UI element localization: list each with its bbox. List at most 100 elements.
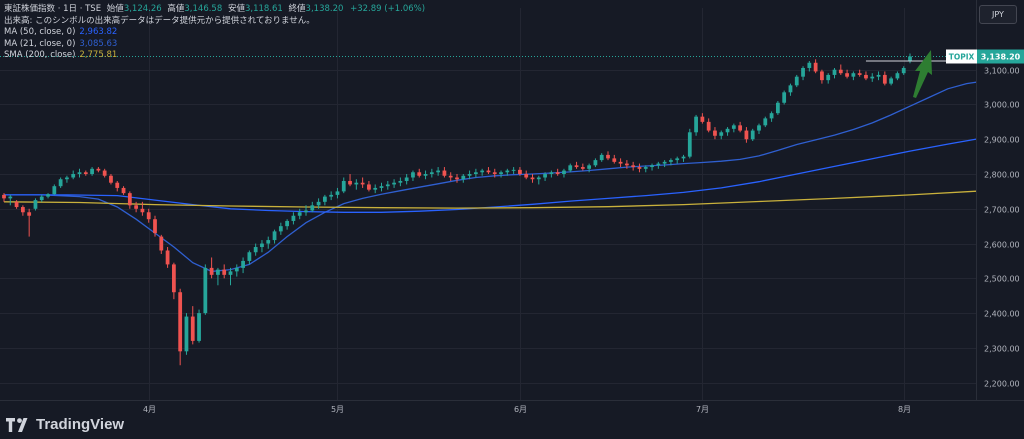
- candle-body: [2, 194, 6, 199]
- candle-body: [857, 73, 862, 75]
- candle-body: [127, 193, 132, 206]
- price-tick-label: 2,700.00: [984, 206, 1020, 215]
- candle-body: [134, 205, 139, 209]
- time-tick-label: 7月: [696, 405, 709, 414]
- candle-body: [241, 260, 245, 268]
- chart-legend: 東証株価指数 · 1日 · TSE 始値3,124.26 高値3,146.58 …: [4, 4, 425, 62]
- trend-arrow: [913, 50, 932, 99]
- candle-body: [813, 62, 818, 72]
- candle-body: [750, 130, 755, 140]
- candle-body: [895, 73, 900, 79]
- candle-body: [719, 132, 724, 136]
- candle-body: [505, 170, 510, 173]
- logo-text: TradingView: [36, 416, 125, 433]
- candle-body: [234, 267, 239, 272]
- candle-body: [322, 196, 327, 202]
- candle-body: [83, 172, 88, 175]
- price-axis[interactable]: 2,200.00 2,300.00 2,400.00 2,500.00 2,600.00…: [976, 0, 1024, 439]
- candle-body: [417, 172, 422, 176]
- indicator-ma50-label: MA (50, close, 0): [4, 27, 76, 37]
- candle-body: [65, 177, 69, 180]
- candle-body: [612, 158, 617, 162]
- candle-body: [46, 194, 50, 197]
- candle-body: [473, 172, 478, 175]
- candle-body: [278, 226, 283, 232]
- indicator-sma200-label: SMA (200, close): [4, 50, 76, 60]
- candle-body: [562, 170, 566, 175]
- price-tick-label: 2,300.00: [984, 345, 1020, 354]
- candle-body: [782, 92, 787, 103]
- candle-body: [530, 177, 535, 180]
- candle-body: [643, 167, 648, 169]
- candle-body: [329, 194, 334, 197]
- candle-body: [115, 182, 120, 188]
- candle-body: [492, 172, 497, 175]
- candle-body: [272, 231, 277, 241]
- candle-body: [58, 179, 63, 187]
- candle-body: [39, 196, 44, 201]
- candle-body: [555, 172, 560, 175]
- candle-body: [631, 165, 636, 168]
- price-axis-background: [976, 0, 1024, 439]
- candle-body: [725, 128, 730, 133]
- candle-body: [757, 125, 761, 131]
- candle-body: [807, 62, 812, 68]
- candle-body: [146, 212, 151, 220]
- price-tag: TOPIX 3,138.20: [946, 49, 1024, 64]
- candle-body: [820, 71, 824, 81]
- indicator-ma50-value: 2,963.82: [79, 27, 118, 37]
- indicator-sma200-row[interactable]: SMA (200, close) 2,775.81: [4, 50, 425, 62]
- candle-body: [285, 220, 290, 227]
- candle-body: [524, 174, 529, 178]
- tradingview-logo[interactable]: TradingView: [6, 416, 124, 433]
- candle-body: [404, 177, 409, 181]
- candle-body: [587, 165, 592, 169]
- candle-body: [694, 116, 698, 133]
- candle-body: [568, 165, 573, 171]
- candle-body: [536, 177, 541, 180]
- candle-body: [411, 172, 415, 178]
- candle-body: [153, 219, 157, 234]
- candle-body: [870, 76, 875, 79]
- candle-body: [593, 160, 598, 166]
- price-tag-value: 3,138.20: [981, 53, 1021, 62]
- open-label: 始値: [106, 4, 124, 14]
- candle-body: [744, 130, 749, 140]
- candlestick-series: [2, 53, 912, 366]
- high-label: 高値: [167, 4, 185, 14]
- candle-body: [775, 102, 780, 114]
- legend-symbol-row[interactable]: 東証株価指数 · 1日 · TSE 始値3,124.26 高値3,146.58 …: [4, 4, 425, 16]
- currency-button[interactable]: JPY: [979, 5, 1017, 24]
- candle-body: [8, 196, 13, 199]
- indicator-ma50-row[interactable]: MA (50, close, 0) 2,963.82: [4, 27, 425, 39]
- time-tick-label: 6月: [514, 405, 527, 414]
- candle-body: [832, 69, 837, 75]
- candle-body: [423, 174, 428, 176]
- candle-body: [159, 236, 164, 251]
- candle-body: [109, 175, 113, 183]
- candle-body: [121, 187, 126, 194]
- candle-body: [838, 69, 843, 74]
- close-label: 終値: [288, 4, 306, 14]
- price-tick-label: 2,200.00: [984, 380, 1020, 389]
- candle-body: [713, 130, 717, 136]
- open-value: 3,124.26: [123, 4, 162, 14]
- candle-body: [341, 180, 346, 192]
- candle-body: [574, 165, 579, 168]
- candle-body: [398, 180, 403, 183]
- candle-body: [455, 177, 459, 180]
- time-axis[interactable]: 4月5月6月7月8月9月: [0, 400, 1024, 415]
- candle-body: [794, 76, 799, 86]
- candle-body: [876, 74, 881, 77]
- candle-body: [637, 167, 642, 169]
- indicator-ma21-row[interactable]: MA (21, close, 0) 3,085.63: [4, 39, 425, 51]
- candle-body: [731, 125, 736, 129]
- candle-body: [260, 243, 264, 248]
- candle-body: [367, 184, 371, 190]
- candle-body: [700, 116, 705, 122]
- candle-body: [379, 186, 384, 188]
- series-line: [4, 130, 1024, 213]
- candle-body: [851, 73, 856, 77]
- candle-body: [190, 316, 195, 341]
